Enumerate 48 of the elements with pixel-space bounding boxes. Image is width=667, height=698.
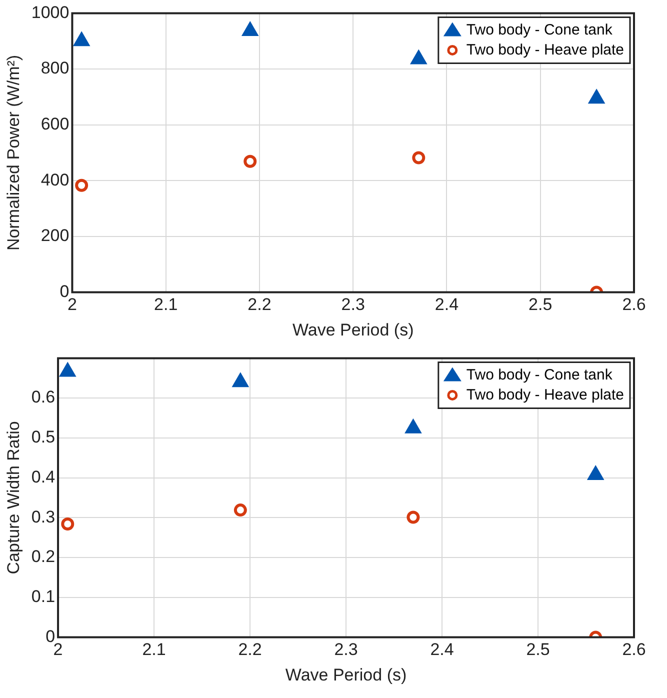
y-tick-label: 0.1 — [31, 587, 56, 606]
point — [588, 89, 605, 104]
y-tick-label: 0.2 — [31, 547, 56, 566]
x-tick-label: 2.5 — [526, 640, 550, 660]
x-tick-label: 2.1 — [154, 295, 178, 314]
x-tick-label: 2.3 — [341, 295, 365, 314]
x-axis-title: Wave Period (s) — [285, 665, 407, 684]
x-tick-label: 2 — [53, 640, 63, 660]
x-tick-label: 2.1 — [142, 640, 166, 660]
x-tick-label: 2.2 — [238, 640, 262, 660]
x-tick-label: 2.3 — [334, 640, 358, 660]
legend-label: Two body - Cone tank — [466, 21, 613, 38]
point — [234, 504, 247, 517]
x-tick-label: 2.6 — [622, 640, 646, 660]
y-tick-label: 0.6 — [31, 388, 56, 407]
point — [410, 50, 427, 64]
point — [242, 22, 258, 36]
point — [75, 178, 88, 192]
y-tick-label: 0 — [46, 626, 56, 646]
x-tick-label: 2.4 — [430, 640, 454, 660]
x-tick-label: 2.2 — [248, 295, 272, 314]
point — [61, 518, 74, 531]
legend-label: Two body - Cone tank — [466, 366, 613, 384]
legend-label: Two body - Heave plate — [466, 41, 624, 58]
y-tick-label: 0.4 — [31, 467, 56, 486]
y-tick-label: 600 — [40, 114, 70, 134]
x-tick-label: 2.4 — [434, 295, 459, 314]
x-tick-label: 2.6 — [622, 295, 646, 314]
y-axis-title: Capture Width Ratio — [4, 421, 23, 574]
point — [59, 362, 76, 377]
point — [412, 151, 426, 164]
y-tick-label: 0.5 — [31, 428, 56, 447]
point — [73, 32, 90, 46]
y-tick-label: 200 — [40, 226, 70, 246]
x-tick-label: 2 — [67, 295, 77, 314]
point — [404, 418, 422, 434]
point — [406, 510, 420, 524]
y-tick-label: 1000 — [31, 2, 70, 22]
y-tick-label: 400 — [40, 170, 70, 190]
legend-label: Two body - Heave plate — [466, 386, 624, 404]
y-tick-label: 0 — [60, 282, 70, 301]
x-axis-title: Wave Period (s) — [292, 320, 414, 340]
y-axis-title: Normalized Power (W/m²) — [4, 54, 23, 250]
point — [244, 154, 257, 168]
y-tick-label: 800 — [40, 58, 70, 78]
point — [232, 372, 249, 388]
x-tick-label: 2.5 — [528, 295, 552, 314]
y-tick-label: 0.3 — [31, 507, 56, 526]
